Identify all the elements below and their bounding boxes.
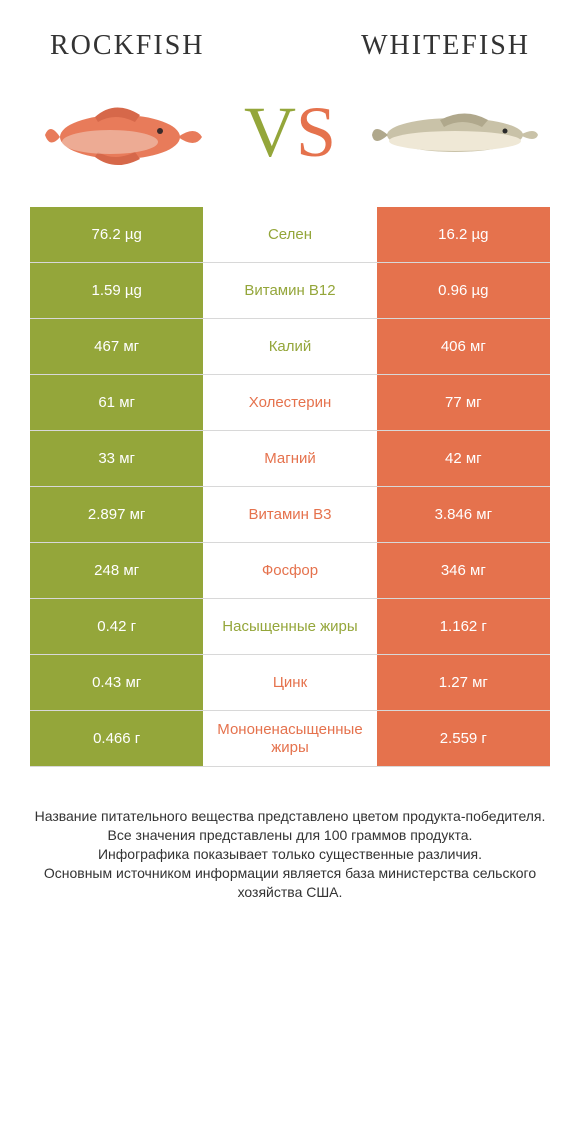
footer-line-1: Название питательного вещества представл… — [30, 807, 550, 826]
left-value-cell: 33 мг — [30, 431, 203, 486]
left-value-cell: 76.2 µg — [30, 207, 203, 262]
nutrient-name-cell: Фосфор — [203, 543, 376, 598]
nutrient-row: 0.42 гНасыщенные жиры1.162 г — [30, 599, 550, 655]
vs-s-letter: S — [296, 92, 336, 172]
rockfish-image — [40, 87, 210, 177]
images-row: VS — [0, 77, 580, 207]
nutrient-name-cell: Цинк — [203, 655, 376, 710]
nutrient-name-cell: Витамин B12 — [203, 263, 376, 318]
vs-label: VS — [244, 91, 336, 174]
right-value-cell: 16.2 µg — [377, 207, 550, 262]
whitefish-image — [370, 87, 540, 177]
nutrient-row: 248 мгФосфор346 мг — [30, 543, 550, 599]
left-value-cell: 0.466 г — [30, 711, 203, 766]
right-product-title: WHITEFISH — [361, 30, 530, 62]
right-value-cell: 0.96 µg — [377, 263, 550, 318]
left-value-cell: 2.897 мг — [30, 487, 203, 542]
right-value-cell: 1.162 г — [377, 599, 550, 654]
nutrient-row: 76.2 µgСелен16.2 µg — [30, 207, 550, 263]
footer-line-4: Основным источником информации является … — [30, 864, 550, 902]
footer-line-3: Инфографика показывает только существенн… — [30, 845, 550, 864]
right-value-cell: 346 мг — [377, 543, 550, 598]
nutrient-name-cell: Насыщенные жиры — [203, 599, 376, 654]
right-value-cell: 42 мг — [377, 431, 550, 486]
nutrient-row: 467 мгКалий406 мг — [30, 319, 550, 375]
left-value-cell: 0.43 мг — [30, 655, 203, 710]
nutrient-name-cell: Магний — [203, 431, 376, 486]
right-value-cell: 406 мг — [377, 319, 550, 374]
nutrient-row: 61 мгХолестерин77 мг — [30, 375, 550, 431]
left-value-cell: 61 мг — [30, 375, 203, 430]
right-value-cell: 77 мг — [377, 375, 550, 430]
nutrient-row: 0.466 гМононенасыщенные жиры2.559 г — [30, 711, 550, 767]
left-value-cell: 467 мг — [30, 319, 203, 374]
nutrient-row: 1.59 µgВитамин B120.96 µg — [30, 263, 550, 319]
footer-line-2: Все значения представлены для 100 граммо… — [30, 826, 550, 845]
right-value-cell: 3.846 мг — [377, 487, 550, 542]
nutrient-name-cell: Витамин B3 — [203, 487, 376, 542]
nutrient-name-cell: Калий — [203, 319, 376, 374]
nutrient-name-cell: Холестерин — [203, 375, 376, 430]
nutrient-table: 76.2 µgСелен16.2 µg1.59 µgВитамин B120.9… — [0, 207, 580, 767]
nutrient-name-cell: Селен — [203, 207, 376, 262]
right-value-cell: 2.559 г — [377, 711, 550, 766]
left-value-cell: 1.59 µg — [30, 263, 203, 318]
left-value-cell: 248 мг — [30, 543, 203, 598]
footer-text: Название питательного вещества представл… — [0, 767, 580, 901]
nutrient-row: 33 мгМагний42 мг — [30, 431, 550, 487]
right-value-cell: 1.27 мг — [377, 655, 550, 710]
nutrient-row: 2.897 мгВитамин B33.846 мг — [30, 487, 550, 543]
left-product-title: ROCKFISH — [50, 30, 204, 62]
left-value-cell: 0.42 г — [30, 599, 203, 654]
header-row: ROCKFISH WHITEFISH — [0, 0, 580, 77]
nutrient-name-cell: Мононенасыщенные жиры — [203, 711, 376, 766]
vs-v-letter: V — [244, 92, 296, 172]
nutrient-row: 0.43 мгЦинк1.27 мг — [30, 655, 550, 711]
